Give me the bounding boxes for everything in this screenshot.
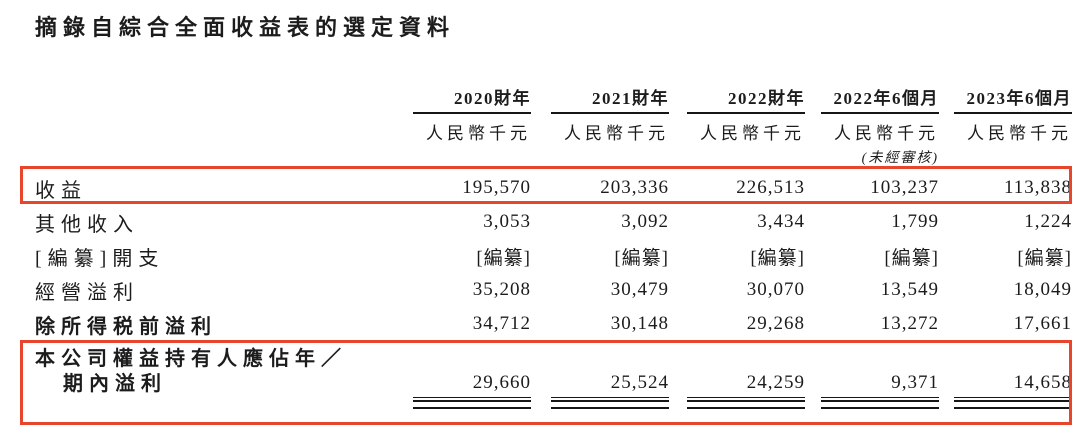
row-label: 收益 — [35, 179, 87, 202]
value-cell: 3,434 — [757, 211, 805, 232]
page-title: 摘錄自綜合全面收益表的選定資料 — [35, 15, 456, 40]
other-income-row: 其他收入 3,053 3,092 3,434 1,799 1,224 — [20, 205, 1072, 239]
value-cell: 30,148 — [610, 313, 669, 334]
total-value-cell: 24,259 — [669, 371, 805, 415]
total-value: 9,371 — [821, 371, 939, 398]
value-cell: [編纂] — [476, 247, 531, 269]
unit-label: 人民幣千元 — [967, 124, 1072, 143]
profit-before-tax-row: 除所得税前溢利 34,712 30,148 29,268 13,272 17,6… — [20, 307, 1072, 341]
value-cell: 103,237 — [870, 177, 939, 198]
unit-label: 人民幣千元 — [426, 124, 531, 143]
value-cell: 35,208 — [472, 279, 531, 300]
total-value-cell: 29,660 — [413, 371, 531, 415]
total-value: 24,259 — [687, 371, 805, 398]
year-header: 2023年6個月 — [954, 84, 1072, 114]
year-header: 2022財年 — [687, 84, 805, 114]
year-header: 2021財年 — [551, 84, 669, 114]
value-cell: [編纂] — [1017, 247, 1072, 269]
double-rule — [954, 400, 1072, 409]
year-header: 2020財年 — [413, 84, 531, 114]
double-rule — [687, 400, 805, 409]
attributable-profit-values-row: 期內溢利 29,660 25,524 24,259 9,371 14,658 — [20, 371, 1072, 415]
value-cell: [編纂] — [614, 247, 669, 269]
value-cell: 17,661 — [1013, 313, 1072, 334]
total-value: 29,660 — [413, 371, 531, 398]
value-cell: 3,092 — [621, 211, 669, 232]
year-header-row: 2020財年 2021財年 2022財年 2022年6個月 2023年6個月 — [20, 84, 1072, 114]
value-cell: 1,224 — [1024, 211, 1072, 232]
attributable-profit-label-row: 本公司權益持有人應佔年／ — [20, 341, 1072, 371]
value-cell: 34,712 — [472, 313, 531, 334]
value-cell: 226,513 — [736, 177, 805, 198]
value-cell: 13,549 — [880, 279, 939, 300]
row-label: 期內溢利 — [63, 373, 167, 395]
double-rule — [551, 400, 669, 409]
unit-label: 人民幣千元 — [564, 124, 669, 143]
note-row: (未經審核) — [20, 147, 1072, 171]
unit-header-row: 人民幣千元 人民幣千元 人民幣千元 人民幣千元 人民幣千元 — [20, 114, 1072, 147]
total-value-cell: 14,658 — [939, 371, 1072, 415]
total-value: 25,524 — [551, 371, 669, 398]
year-header: 2022年6個月 — [821, 84, 939, 114]
value-cell: 113,838 — [1003, 177, 1072, 198]
value-cell: 1,799 — [891, 211, 939, 232]
redacted-expenses-row: [編纂]開支 [編纂] [編纂] [編纂] [編纂] [編纂] — [20, 239, 1072, 273]
value-cell: 195,570 — [462, 177, 531, 198]
value-cell: 30,479 — [610, 279, 669, 300]
unit-label: 人民幣千元 — [834, 124, 939, 143]
value-cell: 13,272 — [880, 313, 939, 334]
value-cell: 3,053 — [483, 211, 531, 232]
row-label: 本公司權益持有人應佔年／ — [35, 348, 347, 370]
header-spacer — [20, 84, 413, 114]
revenue-row: 收益 195,570 203,336 226,513 103,237 113,8… — [20, 171, 1072, 205]
value-cell: [編纂] — [884, 247, 939, 269]
value-cell: 203,336 — [600, 177, 669, 198]
row-label: 經營溢利 — [35, 281, 139, 304]
value-cell: 18,049 — [1013, 279, 1072, 300]
operating-profit-row: 經營溢利 35,208 30,479 30,070 13,549 18,049 — [20, 273, 1072, 307]
unit-label: 人民幣千元 — [700, 124, 805, 143]
financial-table: 2020財年 2021財年 2022財年 2022年6個月 2023年6個月 人… — [20, 84, 1072, 415]
unaudited-note: (未經審核) — [861, 151, 939, 166]
total-value: 14,658 — [954, 371, 1072, 398]
row-label: 除所得税前溢利 — [35, 315, 217, 338]
double-rule — [413, 400, 531, 409]
value-cell: 29,268 — [746, 313, 805, 334]
value-cell: 30,070 — [746, 279, 805, 300]
double-rule — [821, 400, 939, 409]
total-value-cell: 9,371 — [805, 371, 939, 415]
value-cell: [編纂] — [750, 247, 805, 269]
row-label: 其他收入 — [35, 213, 139, 236]
total-value-cell: 25,524 — [531, 371, 669, 415]
row-label: [編纂]開支 — [35, 247, 165, 270]
